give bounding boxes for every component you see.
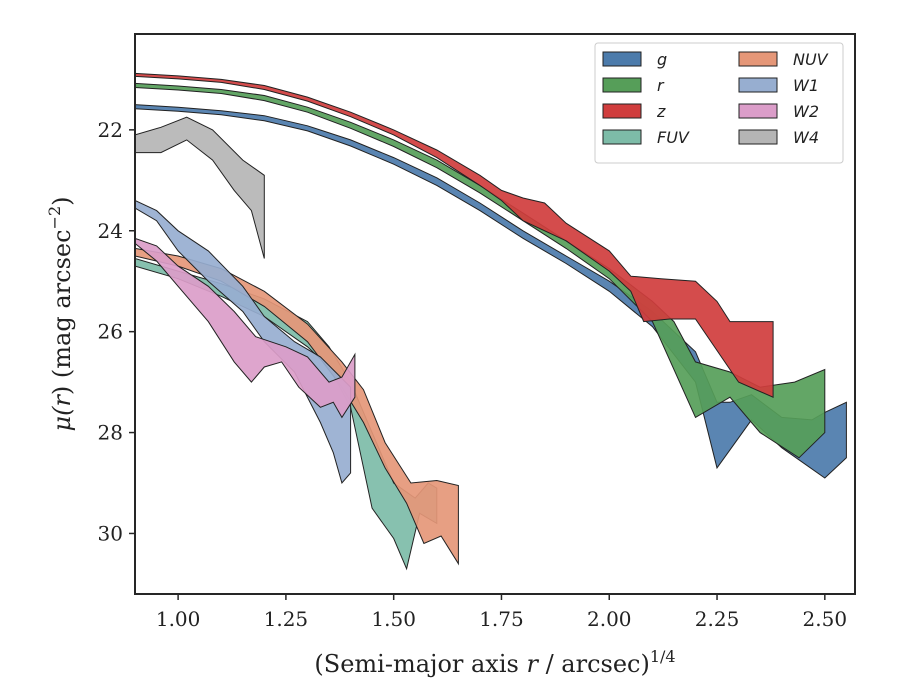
band-w4 (135, 116, 265, 259)
legend-swatch-w1 (738, 77, 778, 93)
x-tick-label: 1.00 (156, 607, 201, 631)
legend-swatch-w2 (738, 103, 778, 119)
legend-label-w2: W2 (793, 102, 819, 121)
legend-swatch-fuv (602, 129, 642, 145)
y-tick-label: 30 (98, 521, 123, 545)
x-axis-ticks: 1.00 1.25 1.50 1.75 2.00 2.25 2.50 (156, 594, 847, 631)
y-tick-label: 26 (98, 320, 123, 344)
legend-label-w4: W4 (793, 128, 819, 147)
legend-swatch-w4 (738, 129, 778, 145)
plot-frame (134, 33, 856, 595)
band-fuv (135, 257, 438, 571)
x-axis-title: (Semi-major axis r / arcsec)1/4 (314, 647, 675, 678)
band-r (135, 82, 826, 459)
y-axis-ticks: 22 24 26 28 30 (98, 118, 135, 545)
legend-swatch-z (602, 103, 642, 119)
band-z (135, 72, 774, 398)
band-nuv (135, 247, 459, 566)
legend-swatch-r (602, 77, 642, 93)
y-axis-title: μ(r) (mag arcsec−2) (45, 196, 76, 431)
legend-swatch-nuv (738, 51, 778, 67)
y-tick-label: 28 (98, 421, 123, 445)
legend-label-w1: W1 (793, 76, 819, 95)
legend-label-z: z (656, 102, 666, 121)
legend-label-fuv: FUV (657, 128, 690, 147)
x-tick-label: 2.00 (587, 607, 632, 631)
legend-label-nuv: NUV (793, 50, 829, 69)
x-tick-label: 2.50 (803, 607, 848, 631)
legend-label-g: g (657, 50, 667, 69)
legend-label-r: r (657, 76, 665, 95)
x-tick-label: 2.25 (695, 607, 740, 631)
profile-bands (135, 72, 847, 571)
y-tick-label: 22 (98, 118, 123, 142)
x-tick-label: 1.75 (479, 607, 524, 631)
band-w1 (135, 199, 352, 485)
legend-box (594, 42, 844, 164)
legend: grz FUV NUV W1 W2 W4 (594, 42, 844, 164)
y-tick-label: 24 (98, 219, 123, 243)
x-tick-label: 1.50 (371, 607, 416, 631)
band-w2 (135, 237, 356, 419)
legend-swatch-g (602, 51, 642, 67)
x-tick-label: 1.25 (264, 607, 309, 631)
